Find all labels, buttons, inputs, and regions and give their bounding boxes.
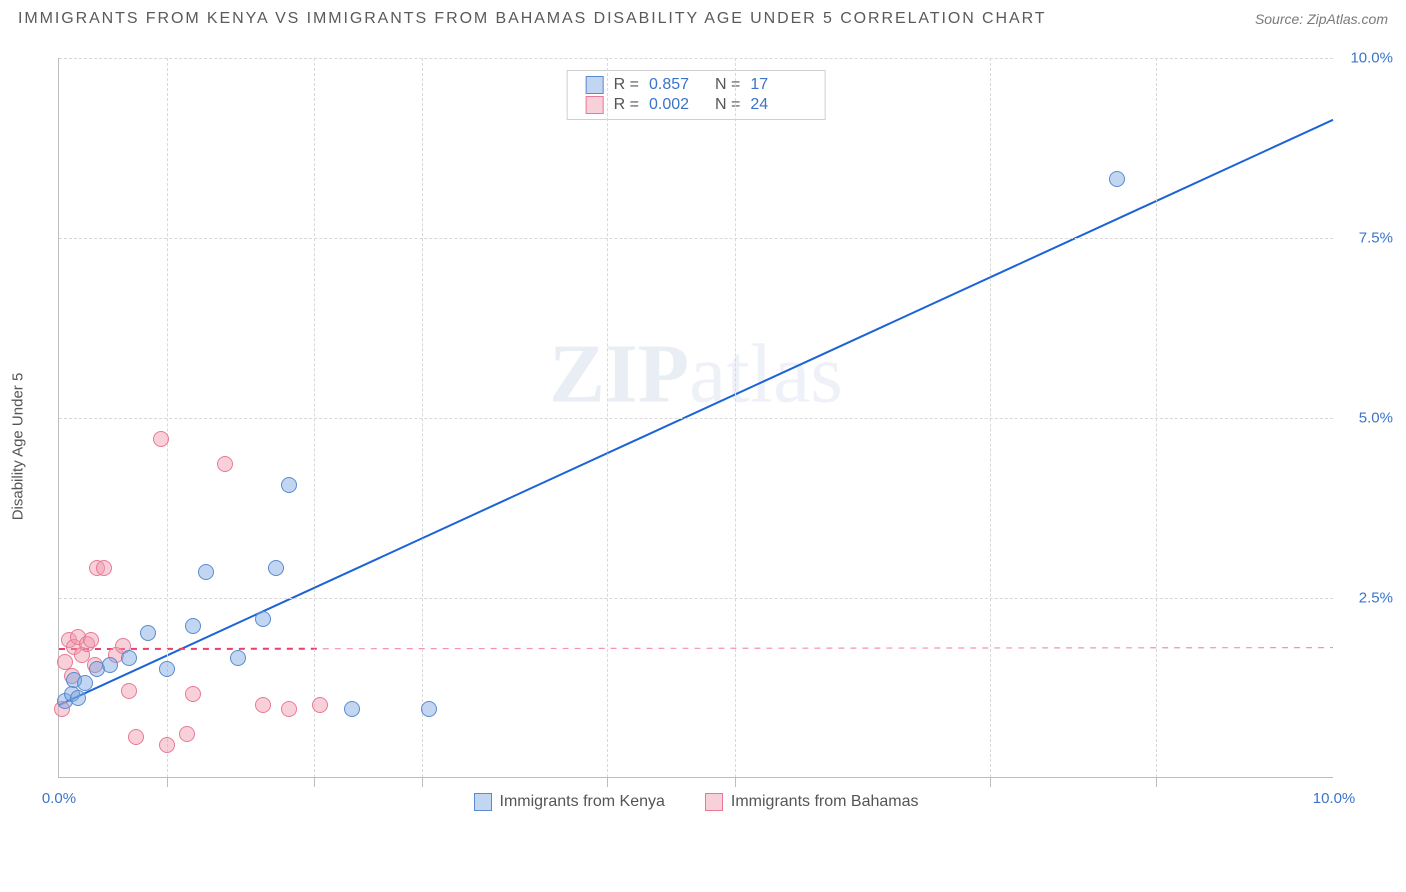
- x-tick: [167, 777, 168, 787]
- bottom-legend: Immigrants from Kenya Immigrants from Ba…: [59, 793, 1333, 811]
- data-point-bahamas: [83, 632, 99, 648]
- data-point-kenya: [344, 701, 360, 717]
- y-tick-label: 5.0%: [1359, 410, 1393, 427]
- gridline-v: [735, 58, 736, 777]
- y-tick-label: 2.5%: [1359, 590, 1393, 607]
- legend-label-kenya: Immigrants from Kenya: [500, 793, 665, 811]
- data-point-kenya: [121, 650, 137, 666]
- data-point-kenya: [281, 477, 297, 493]
- gridline-h: [59, 418, 1333, 419]
- n-label: N =: [715, 96, 740, 114]
- y-axis-label: Disability Age Under 5: [10, 373, 27, 521]
- data-point-bahamas: [281, 701, 297, 717]
- n-label: N =: [715, 76, 740, 94]
- n-value-bahamas: 24: [750, 96, 806, 114]
- legend-item-bahamas: Immigrants from Bahamas: [705, 793, 919, 811]
- data-point-bahamas: [96, 560, 112, 576]
- gridline-v: [1156, 58, 1157, 777]
- x-tick: [735, 777, 736, 787]
- y-tick-label: 7.5%: [1359, 230, 1393, 247]
- data-point-kenya: [230, 650, 246, 666]
- data-point-kenya: [268, 560, 284, 576]
- gridline-h: [59, 58, 1333, 59]
- legend-item-kenya: Immigrants from Kenya: [474, 793, 665, 811]
- swatch-bahamas: [586, 96, 604, 114]
- n-value-kenya: 17: [750, 76, 806, 94]
- x-tick: [314, 777, 315, 787]
- data-point-bahamas: [255, 697, 271, 713]
- data-point-kenya: [102, 657, 118, 673]
- data-point-kenya: [1109, 171, 1125, 187]
- gridline-v: [422, 58, 423, 777]
- data-point-kenya: [255, 611, 271, 627]
- x-tick-label: 10.0%: [1313, 790, 1356, 807]
- y-tick-label: 10.0%: [1350, 50, 1393, 67]
- gridline-v: [314, 58, 315, 777]
- data-point-kenya: [159, 661, 175, 677]
- x-tick: [607, 777, 608, 787]
- data-point-kenya: [140, 625, 156, 641]
- gridline-h: [59, 598, 1333, 599]
- chart-title: IMMIGRANTS FROM KENYA VS IMMIGRANTS FROM…: [18, 10, 1046, 28]
- plot-region: ZIPatlas R = 0.857 N = 17 R = 0.002 N = …: [58, 58, 1333, 778]
- stat-row-kenya: R = 0.857 N = 17: [586, 75, 807, 95]
- gridline-v: [990, 58, 991, 777]
- data-point-kenya: [70, 690, 86, 706]
- swatch-kenya-icon: [474, 793, 492, 811]
- source-label: Source: ZipAtlas.com: [1255, 11, 1388, 27]
- x-tick: [1156, 777, 1157, 787]
- r-label: R =: [614, 96, 639, 114]
- swatch-bahamas-icon: [705, 793, 723, 811]
- data-point-bahamas: [312, 697, 328, 713]
- data-point-bahamas: [185, 686, 201, 702]
- data-point-kenya: [77, 675, 93, 691]
- r-label: R =: [614, 76, 639, 94]
- data-point-bahamas: [121, 683, 137, 699]
- r-value-bahamas: 0.002: [649, 96, 705, 114]
- chart-area: Disability Age Under 5 ZIPatlas R = 0.85…: [48, 48, 1388, 828]
- data-point-bahamas: [179, 726, 195, 742]
- data-point-kenya: [198, 564, 214, 580]
- x-tick: [422, 777, 423, 787]
- stat-row-bahamas: R = 0.002 N = 24: [586, 95, 807, 115]
- gridline-v: [607, 58, 608, 777]
- legend-label-bahamas: Immigrants from Bahamas: [731, 793, 919, 811]
- data-point-bahamas: [153, 431, 169, 447]
- gridline-h: [59, 238, 1333, 239]
- stat-legend: R = 0.857 N = 17 R = 0.002 N = 24: [567, 70, 826, 120]
- r-value-kenya: 0.857: [649, 76, 705, 94]
- data-point-kenya: [185, 618, 201, 634]
- swatch-kenya: [586, 76, 604, 94]
- x-tick: [990, 777, 991, 787]
- x-tick-label: 0.0%: [42, 790, 76, 807]
- data-point-bahamas: [128, 729, 144, 745]
- data-point-bahamas: [217, 456, 233, 472]
- data-point-kenya: [421, 701, 437, 717]
- data-point-bahamas: [159, 737, 175, 753]
